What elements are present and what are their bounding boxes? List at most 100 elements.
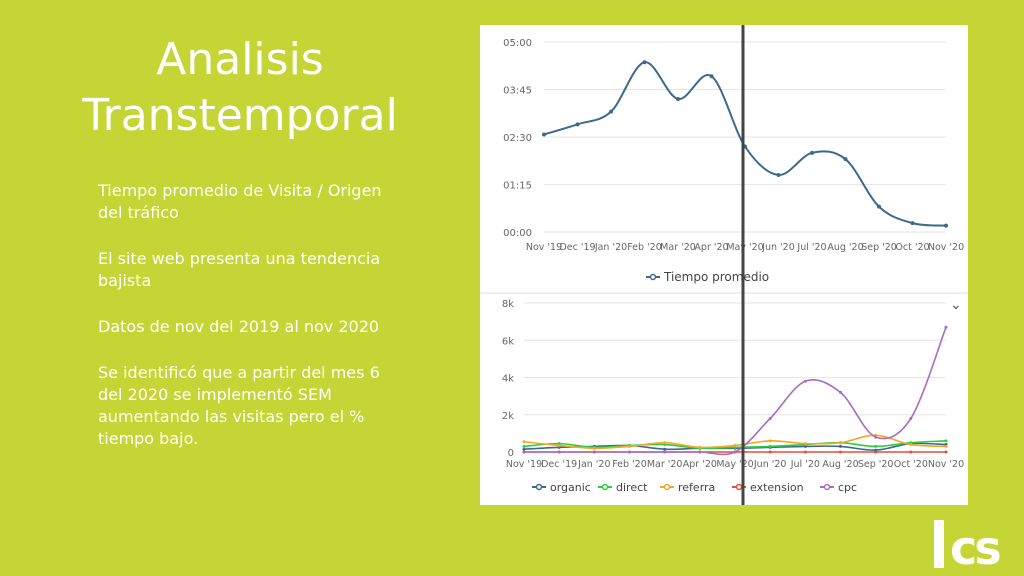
chart1-data-point bbox=[810, 150, 814, 155]
chart2-legend-marker-extension bbox=[735, 483, 743, 491]
chart2-data-point-cpc bbox=[628, 450, 631, 454]
paragraph-finding: Se identificó que a partir del mes 6 del… bbox=[98, 363, 380, 448]
chart1-legend-label: Tiempo promedio bbox=[663, 270, 769, 284]
chart1-data-point bbox=[575, 122, 580, 127]
chart2-data-point-cpc bbox=[874, 435, 878, 439]
chart1-y-tick-label: 03:45 bbox=[503, 86, 532, 97]
chart2-data-point-organic bbox=[663, 447, 667, 451]
chart2-data-point-referral bbox=[839, 441, 842, 445]
chart2-x-tick-label: Jun '20 bbox=[753, 459, 787, 470]
chart2-data-point-referral bbox=[944, 444, 948, 448]
chart2-legend-marker-referral bbox=[663, 483, 671, 491]
chart2-data-point-extension bbox=[909, 450, 913, 454]
chart1-x-tick-label: Feb '20 bbox=[627, 242, 662, 253]
chart2-data-point-cpc bbox=[557, 450, 561, 454]
chart2-legend-marker-direct bbox=[601, 483, 609, 491]
chart2-legend-marker-cpc bbox=[823, 483, 831, 491]
chart2-x-tick-label: Jan '20 bbox=[577, 459, 610, 470]
chart1-x-tick-label: Mar '20 bbox=[660, 242, 696, 253]
chart2-data-point-direct bbox=[522, 444, 526, 448]
chart2-data-point-extension bbox=[944, 450, 948, 454]
chart2-data-point-direct bbox=[944, 439, 948, 443]
chart2-x-tick-label: Oct '20 bbox=[894, 459, 928, 470]
chart2-data-point-cpc bbox=[592, 450, 596, 454]
chevron-down-icon: ⌄ bbox=[950, 297, 962, 313]
company-logo: cs bbox=[934, 520, 1003, 570]
chart2-data-point-referral bbox=[733, 443, 737, 447]
chart2-x-tick-label: Aug '20 bbox=[822, 459, 858, 470]
chart2-data-point-cpc bbox=[768, 416, 772, 420]
chart2-data-point-extension bbox=[874, 450, 878, 454]
chart2-data-point-extension bbox=[768, 450, 772, 454]
chart2-x-tick-label: Dec '19 bbox=[541, 459, 577, 470]
chart2-data-point-referral bbox=[663, 441, 667, 445]
paragraph-metric: Tiempo promedio de Visita / Origen del t… bbox=[98, 181, 382, 222]
chart1-data-point bbox=[910, 221, 915, 226]
logo-text: cs bbox=[950, 521, 1000, 570]
chart1-data-point bbox=[843, 157, 848, 162]
chart1-x-tick-label: Nov '20 bbox=[928, 242, 964, 253]
chart2-legend-label-referral: referra bbox=[678, 481, 715, 494]
chart1-x-tick-label: Jun '20 bbox=[761, 242, 795, 253]
chart2-x-tick-label: Nov '20 bbox=[928, 459, 964, 470]
chart1-y-tick-label: 05:00 bbox=[503, 38, 532, 49]
chart2-data-point-cpc bbox=[909, 416, 913, 420]
chart2-legend-label-organic: organic bbox=[550, 481, 591, 494]
chart2-data-point-referral bbox=[522, 440, 526, 444]
chart2-data-point-referral bbox=[909, 443, 913, 447]
chart2-y-tick-label: 4k bbox=[502, 374, 514, 385]
chart2-y-tick-label: 6k bbox=[502, 336, 514, 347]
chart2-data-point-cpc bbox=[803, 379, 807, 383]
chart1-x-tick-label: Nov '19 bbox=[526, 242, 562, 253]
chart2-data-point-referral bbox=[698, 445, 702, 449]
slide-body-text: Tiempo promedio de Visita / Origen del t… bbox=[98, 180, 398, 474]
chart2-data-point-direct bbox=[874, 444, 878, 448]
chart2-data-point-direct bbox=[768, 444, 772, 448]
chart1-data-point bbox=[877, 204, 881, 209]
chart2-data-point-extension bbox=[839, 450, 842, 454]
chart2-x-tick-label: May '20 bbox=[716, 459, 753, 470]
chart2-data-point-cpc bbox=[663, 450, 667, 454]
chart2-legend-label-cpc: cpc bbox=[838, 481, 857, 494]
chart2-x-tick-label: Sep '20 bbox=[858, 459, 894, 470]
chart1-data-point bbox=[776, 173, 781, 177]
chart1-y-tick-label: 02:30 bbox=[503, 133, 532, 144]
chart2-x-tick-label: Apr '20 bbox=[683, 459, 717, 470]
slide-title: Analisis Transtemporal bbox=[60, 32, 420, 144]
paragraph-range: Datos de nov del 2019 al nov 2020 bbox=[98, 317, 380, 336]
chart2-y-tick-label: 0 bbox=[508, 448, 514, 459]
charts-panel: 00:00 01:15 02:30 03:45 05:00 Nov '19 Dec '19 J… bbox=[480, 25, 968, 505]
chart1-data-point bbox=[609, 109, 613, 114]
chart1-series-line bbox=[543, 61, 947, 227]
chart2-y-tick-label: 2k bbox=[502, 411, 514, 422]
chart2-data-point-cpc bbox=[839, 390, 842, 394]
paragraph-trend: El site web presenta una tendencia bajis… bbox=[98, 249, 381, 290]
chart1-x-tick-label: Apr '20 bbox=[694, 242, 728, 253]
chart2-x-tick-label: Feb '20 bbox=[612, 459, 647, 470]
chart2-series-line-cpc bbox=[524, 326, 947, 456]
chart1-legend-marker bbox=[649, 273, 657, 281]
chart1-x-tick-label: Jul '20 bbox=[796, 242, 826, 253]
chart2-legend-label-extension: extension bbox=[750, 481, 804, 494]
chart1-x-tick-label: Dec '19 bbox=[559, 242, 595, 253]
chart2-data-point-referral bbox=[628, 444, 631, 448]
chart2-data-point-organic bbox=[522, 447, 526, 451]
chart1-data-point bbox=[944, 223, 948, 228]
logo-bar bbox=[934, 520, 944, 568]
chart2-data-point-cpc bbox=[733, 450, 737, 454]
chart1-y-tick-label: 01:15 bbox=[503, 181, 532, 192]
chart2-x-tick-label: Mar '20 bbox=[647, 459, 683, 470]
chart2-data-point-organic bbox=[839, 444, 842, 448]
chart1-data-point bbox=[542, 132, 546, 137]
chart1-x-tick-label: Oct '20 bbox=[895, 242, 929, 253]
slide-title-line2: Transtemporal bbox=[82, 90, 398, 141]
chart2-data-point-cpc bbox=[698, 450, 702, 454]
chart1-x-tick-label: May '20 bbox=[726, 242, 763, 253]
chart1-x-tick-label: Jan '20 bbox=[594, 242, 627, 253]
chart2-data-point-cpc bbox=[944, 325, 948, 329]
chart2-data-point-extension bbox=[803, 450, 807, 454]
chart2-data-point-cpc bbox=[522, 450, 526, 454]
chart1-data-point bbox=[709, 74, 714, 79]
chart2-legend-label-direct: direct bbox=[616, 481, 648, 494]
chart1-x-tick-label: Aug '20 bbox=[827, 242, 863, 253]
